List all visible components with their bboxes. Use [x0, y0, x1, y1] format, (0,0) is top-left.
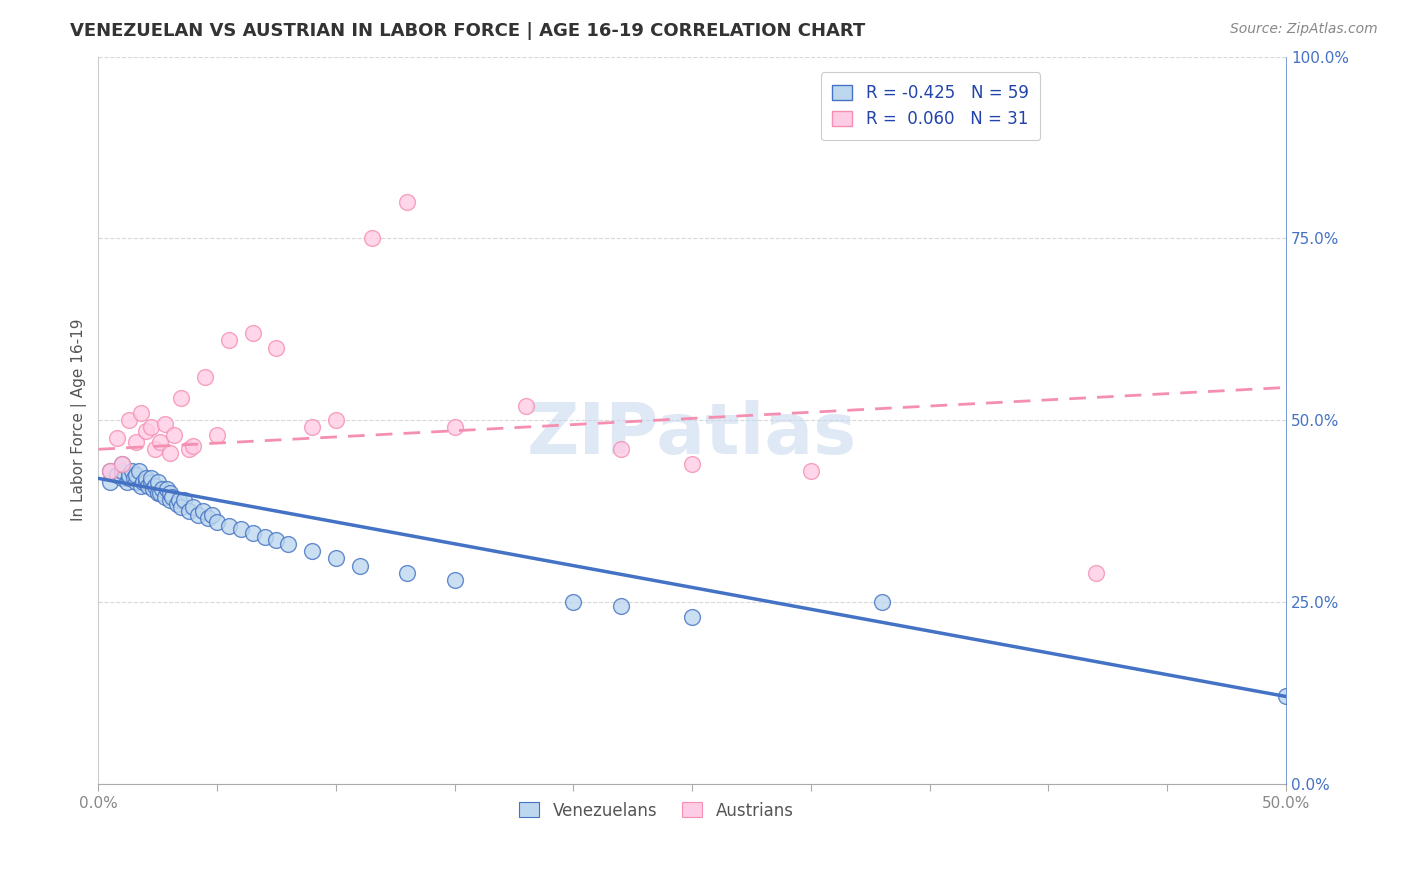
Point	[118, 467, 141, 482]
Point	[205, 515, 228, 529]
Point	[325, 551, 347, 566]
Point	[277, 537, 299, 551]
Point	[111, 464, 134, 478]
Point	[301, 544, 323, 558]
Point	[149, 435, 172, 450]
Point	[177, 504, 200, 518]
Point	[197, 511, 219, 525]
Point	[136, 478, 159, 492]
Point	[205, 427, 228, 442]
Point	[1275, 690, 1298, 704]
Point	[170, 500, 193, 515]
Point	[153, 417, 176, 431]
Point	[139, 471, 162, 485]
Point	[111, 457, 134, 471]
Point	[159, 493, 181, 508]
Point	[156, 483, 179, 497]
Point	[135, 424, 157, 438]
Point	[135, 471, 157, 485]
Point	[143, 442, 166, 457]
Point	[325, 413, 347, 427]
Point	[115, 475, 138, 489]
Point	[266, 533, 288, 548]
Point	[118, 471, 141, 485]
Point	[191, 504, 214, 518]
Text: Source: ZipAtlas.com: Source: ZipAtlas.com	[1230, 22, 1378, 37]
Point	[681, 609, 703, 624]
Point	[122, 471, 145, 485]
Point	[443, 420, 465, 434]
Point	[146, 486, 169, 500]
Y-axis label: In Labor Force | Age 16-19: In Labor Force | Age 16-19	[72, 319, 87, 522]
Point	[396, 566, 419, 580]
Point	[443, 573, 465, 587]
Point	[125, 467, 148, 482]
Point	[111, 471, 134, 485]
Point	[98, 475, 121, 489]
Point	[135, 475, 157, 489]
Text: ZIPatlas: ZIPatlas	[527, 401, 858, 469]
Point	[143, 478, 166, 492]
Point	[118, 413, 141, 427]
Point	[349, 558, 371, 573]
Point	[121, 464, 143, 478]
Point	[159, 486, 181, 500]
Point	[1084, 566, 1107, 580]
Text: VENEZUELAN VS AUSTRIAN IN LABOR FORCE | AGE 16-19 CORRELATION CHART: VENEZUELAN VS AUSTRIAN IN LABOR FORCE | …	[70, 22, 866, 40]
Point	[105, 431, 128, 445]
Point	[132, 475, 155, 489]
Point	[98, 464, 121, 478]
Point	[142, 483, 165, 497]
Point	[266, 341, 288, 355]
Point	[610, 599, 633, 613]
Point	[562, 595, 585, 609]
Point	[242, 525, 264, 540]
Point	[301, 420, 323, 434]
Point	[800, 464, 823, 478]
Point	[515, 399, 537, 413]
Point	[194, 369, 217, 384]
Point	[105, 467, 128, 482]
Point	[139, 420, 162, 434]
Point	[681, 457, 703, 471]
Point	[610, 442, 633, 457]
Point	[360, 231, 382, 245]
Point	[152, 483, 174, 497]
Point	[183, 500, 205, 515]
Point	[163, 427, 186, 442]
Point	[129, 478, 152, 492]
Point	[173, 493, 195, 508]
Point	[149, 486, 172, 500]
Point	[396, 195, 419, 210]
Legend: Venezuelans, Austrians: Venezuelans, Austrians	[513, 795, 800, 826]
Point	[153, 490, 176, 504]
Point	[139, 475, 162, 489]
Point	[253, 529, 276, 543]
Point	[218, 333, 240, 347]
Point	[125, 435, 148, 450]
Point	[129, 406, 152, 420]
Point	[159, 446, 181, 460]
Point	[218, 518, 240, 533]
Point	[177, 442, 200, 457]
Point	[229, 522, 252, 536]
Point	[187, 508, 209, 522]
Point	[125, 475, 148, 489]
Point	[870, 595, 893, 609]
Point	[170, 392, 193, 406]
Point	[98, 464, 121, 478]
Point	[160, 490, 183, 504]
Point	[242, 326, 264, 340]
Point	[128, 464, 150, 478]
Point	[201, 508, 224, 522]
Point	[166, 497, 188, 511]
Point	[111, 457, 134, 471]
Point	[146, 475, 169, 489]
Point	[183, 439, 205, 453]
Point	[167, 493, 190, 508]
